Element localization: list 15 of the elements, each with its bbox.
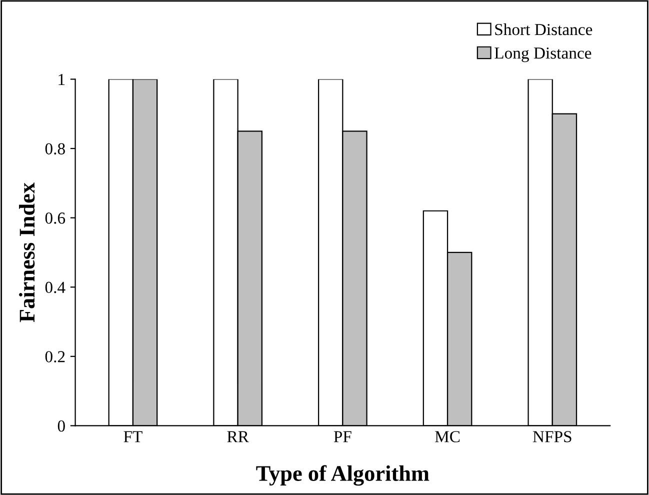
y-tick-label: 1 xyxy=(58,74,65,85)
y-tick-label: 0.6 xyxy=(45,212,66,224)
x-tick-label: FT xyxy=(124,431,142,442)
y-axis-title: Fairness Index xyxy=(19,182,35,322)
x-tick-label: PF xyxy=(334,431,352,442)
y-tick-label: 0 xyxy=(58,420,65,432)
y-tick-label: 0.4 xyxy=(45,282,66,294)
y-tick-label: 0.2 xyxy=(45,351,65,362)
legend-label: Short Distance xyxy=(495,23,592,36)
x-axis-title: Type of Algorithm xyxy=(256,465,430,486)
x-tick-label: NFPS xyxy=(532,431,572,442)
x-tick-label: MC xyxy=(435,431,460,442)
legend-label: Long Distance xyxy=(494,48,592,62)
y-tick-label: 0.8 xyxy=(45,143,65,155)
x-tick-label: RR xyxy=(227,431,249,442)
